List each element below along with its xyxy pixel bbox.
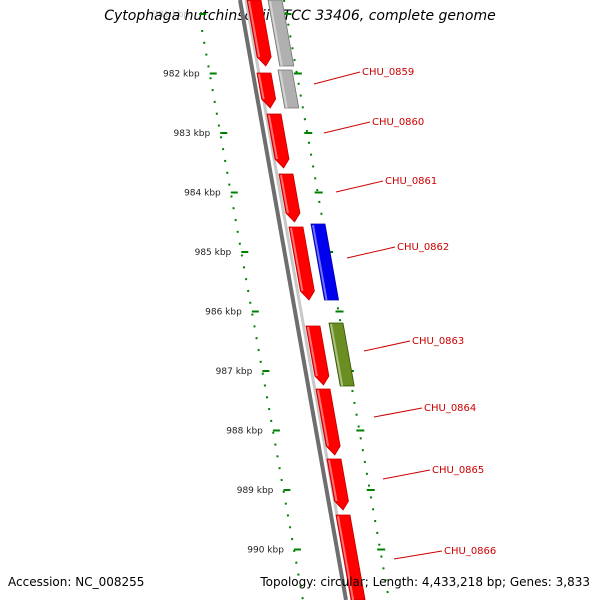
gene-label[interactable]: CHU_0861 (385, 176, 437, 187)
reverse-gene-shine (269, 0, 283, 67)
forward-gene-shine (280, 174, 289, 214)
forward-gene-shine (337, 515, 355, 600)
gene-label[interactable]: CHU_0866 (444, 546, 496, 557)
forward-gene[interactable] (266, 113, 290, 169)
forward-gene-shine (307, 326, 318, 377)
backbone-outer (238, 0, 348, 600)
reverse-gene-shine (279, 70, 288, 109)
scale-tick-label: 987 kbp (216, 367, 253, 377)
forward-gene-shine (328, 459, 338, 502)
topology-text: Topology: circular; Length: 4,433,218 bp… (260, 575, 590, 589)
forward-gene[interactable] (335, 514, 366, 600)
gene-leader-line (335, 180, 384, 193)
forward-gene-shine (248, 0, 261, 58)
forward-gene[interactable] (305, 325, 330, 386)
gene-label[interactable]: CHU_0864 (424, 403, 476, 414)
forward-gene[interactable] (288, 226, 315, 301)
accession-text: Accession: NC_008255 (8, 575, 145, 589)
gene-label[interactable]: CHU_0865 (432, 465, 484, 476)
gene-leader-line (393, 550, 443, 560)
reverse-gene[interactable] (267, 0, 295, 67)
forward-gene-shine (317, 389, 330, 447)
gene-label[interactable]: CHU_0860 (372, 117, 424, 128)
gene-label[interactable]: CHU_0862 (397, 242, 449, 253)
scale-tick-label: 982 kbp (163, 70, 200, 80)
scale-right (283, 0, 390, 600)
gene-leader-line (373, 407, 423, 418)
scale-tick-label: 983 kbp (174, 129, 211, 139)
scale-tick-label: 988 kbp (226, 427, 263, 437)
gene-label[interactable]: CHU_0859 (362, 67, 414, 78)
forward-gene[interactable] (326, 458, 349, 511)
gene-blue[interactable] (310, 223, 340, 301)
scale-tick-label: 985 kbp (195, 248, 232, 258)
scale-tick-label: 990 kbp (247, 546, 284, 556)
gene-leader-line (313, 71, 361, 85)
gene-leader-line (382, 469, 431, 480)
gene-label[interactable]: CHU_0863 (412, 336, 464, 347)
gene-leader-line (346, 246, 396, 259)
gene-blue-shine (312, 224, 328, 301)
reverse-gene[interactable] (277, 69, 300, 109)
scale-left: 981 kbp 982 kbp 983 kbp 984 kbp 985 kbp 986 k… (152, 10, 304, 600)
gene-features (246, 0, 366, 600)
forward-gene-shine (258, 73, 265, 100)
genome-title: Cytophaga hutchinsonii ATCC 33406, compl… (104, 8, 496, 24)
scale-tick-label: 986 kbp (205, 308, 242, 318)
scale-tick-label: 989 kbp (237, 486, 274, 496)
gene-labels: CHU_0859 CHU_0860 CHU_0861 CHU_0862 CHU_0863… (313, 67, 496, 560)
forward-gene-shine (290, 227, 304, 292)
forward-gene[interactable] (246, 0, 272, 67)
scale-tick-label: 984 kbp (184, 189, 221, 199)
scale-tick-label: 981 kbp (152, 10, 189, 20)
forward-gene[interactable] (315, 388, 341, 456)
gene-olive[interactable] (328, 322, 355, 387)
forward-gene[interactable] (278, 173, 301, 223)
gene-leader-line (363, 340, 411, 352)
gene-olive-shine (330, 323, 344, 387)
scale-left-dots (201, 29, 304, 600)
gene-leader-line (323, 121, 371, 134)
forward-gene[interactable] (256, 72, 277, 109)
forward-gene-shine (268, 114, 278, 160)
